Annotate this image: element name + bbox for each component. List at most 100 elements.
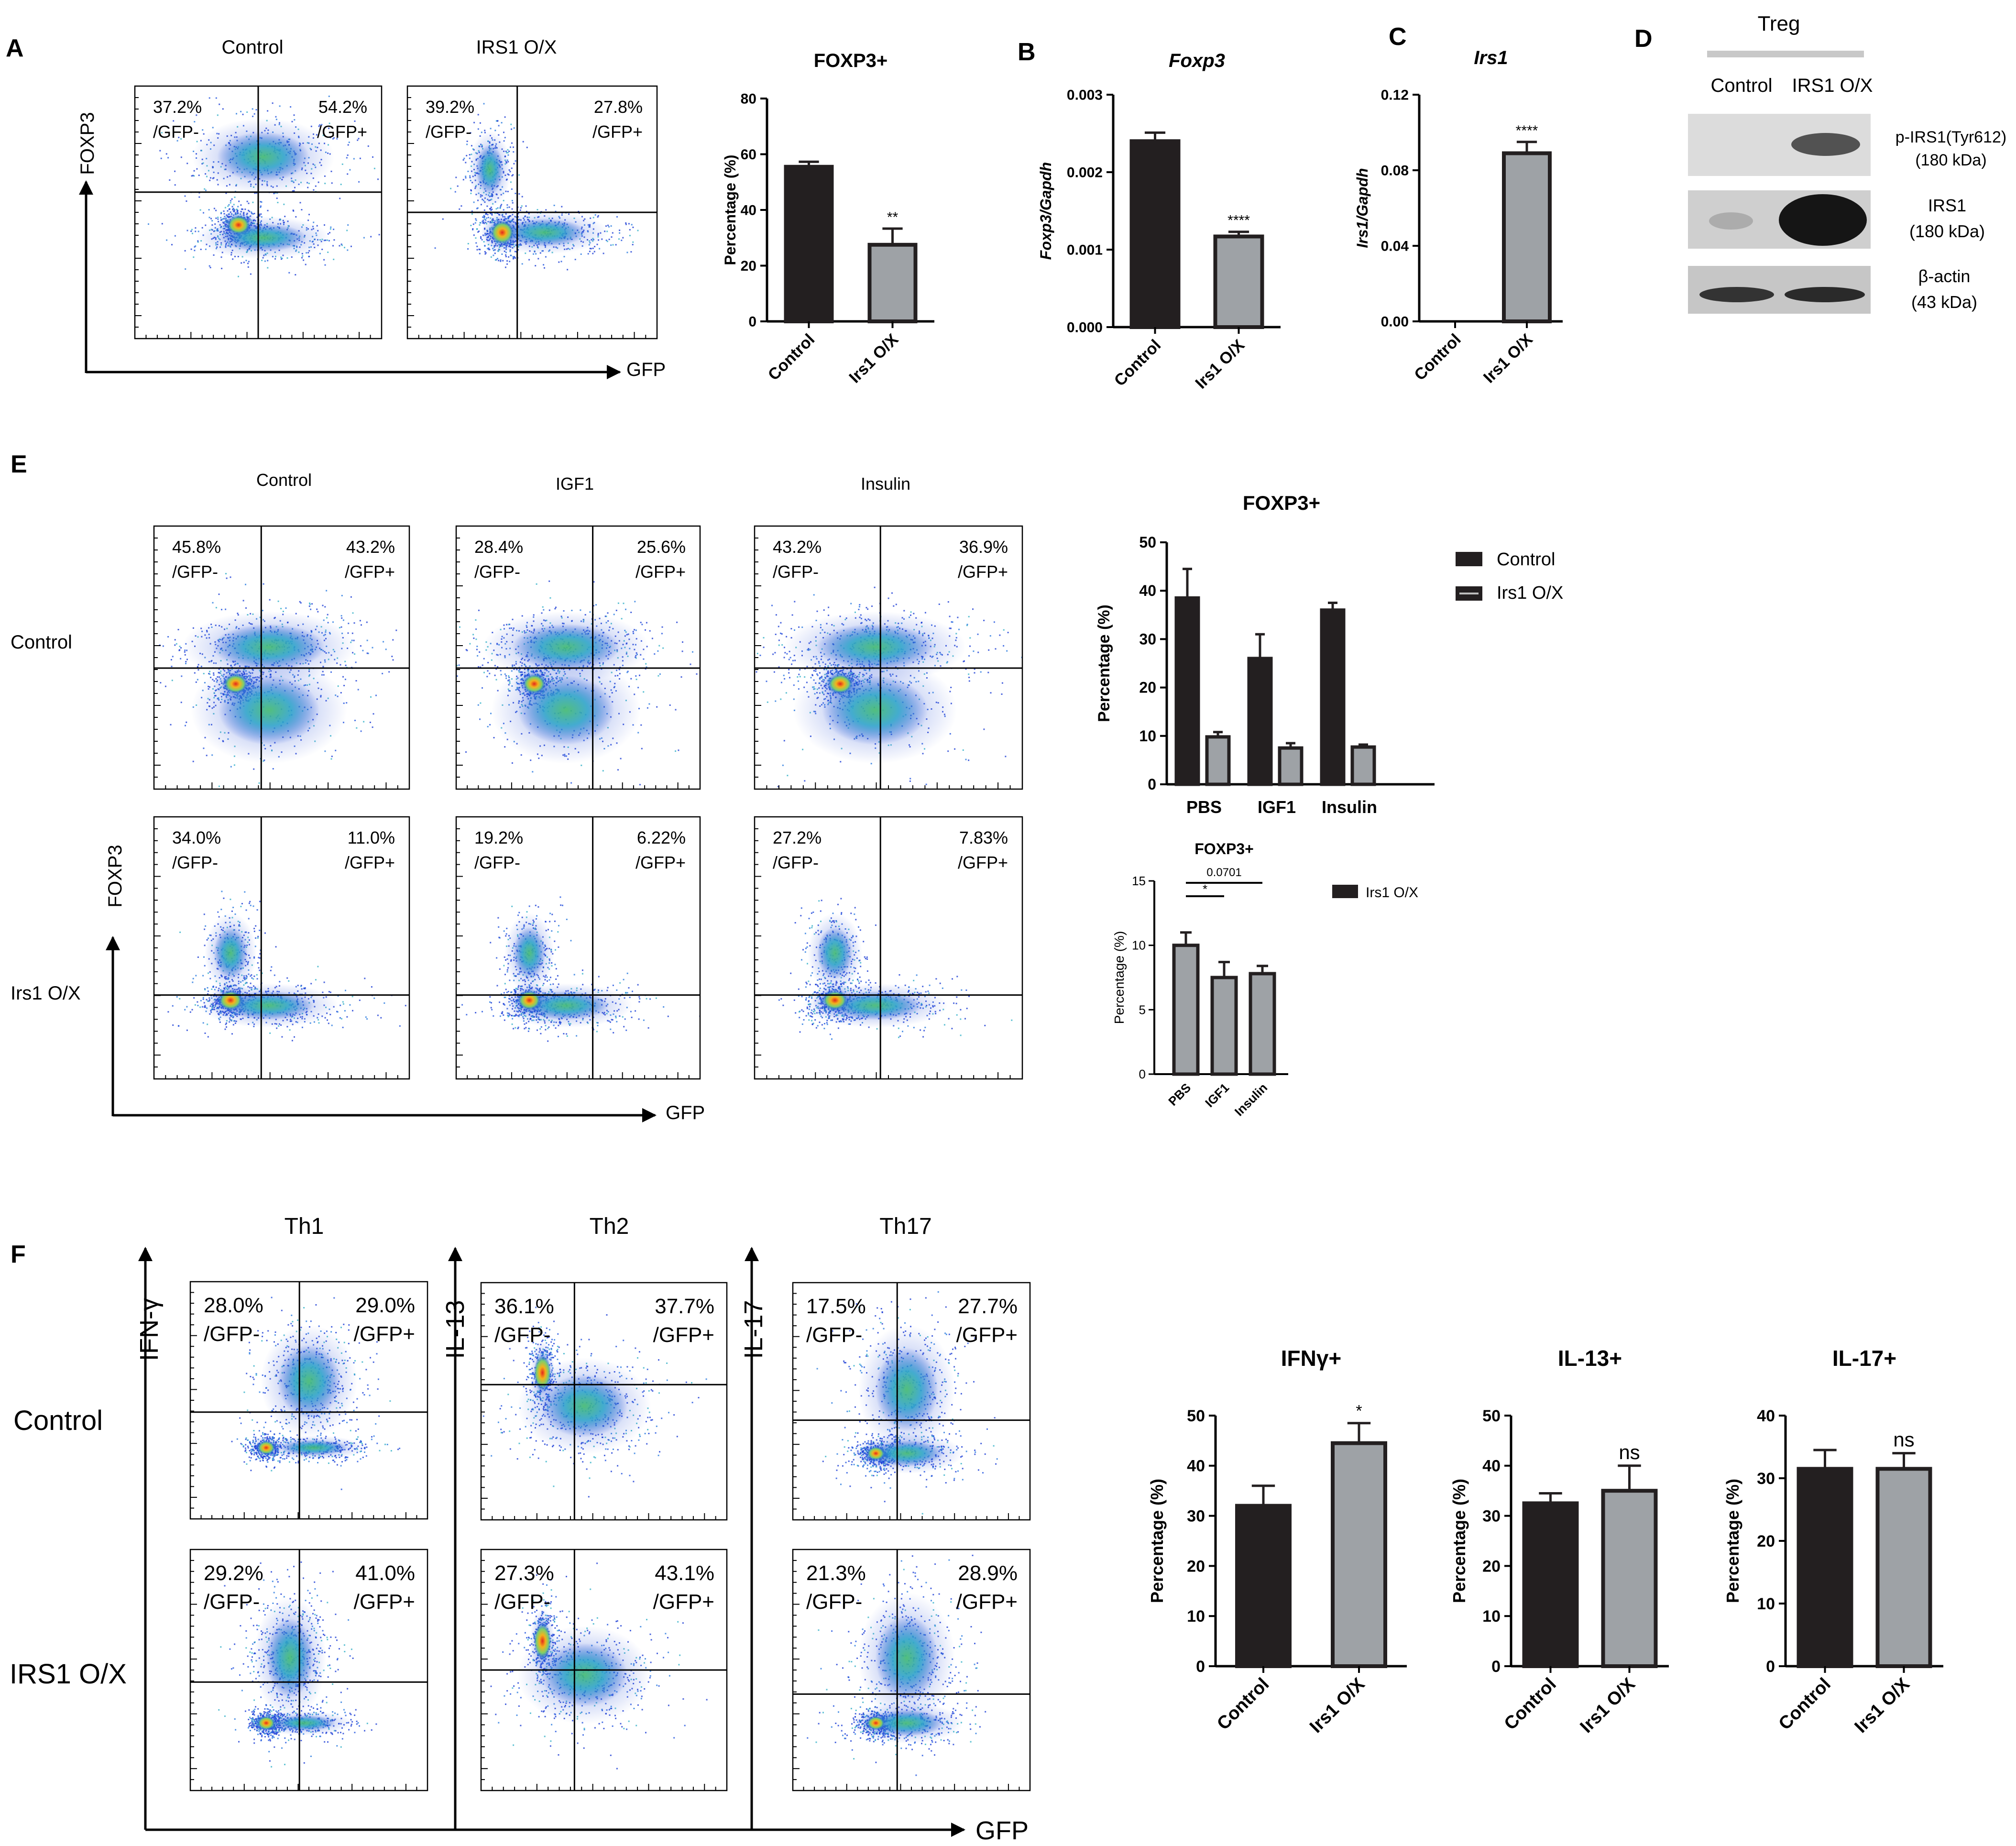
y-axis-label: Irs1/Gapdh (1354, 168, 1371, 248)
bar (1213, 234, 1264, 329)
y-tick-label: 0 (1491, 1658, 1501, 1676)
flow-plot-e-6: 27.2% /GFP- 7.83% /GFP+ (754, 816, 1023, 1080)
quadrant-q1-pct: 17.5% (806, 1295, 866, 1318)
quadrant-q1-label: /GFP- (494, 1323, 550, 1347)
chart-title: IL-13+ (1558, 1346, 1622, 1371)
axis-label-il17: IL-17 (739, 1300, 768, 1359)
quadrant-q1-pct: 29.2% (204, 1561, 263, 1585)
axis-label-gfp-a: GFP (626, 359, 666, 380)
chart-title: FOXP3+ (814, 50, 888, 71)
bar (1278, 746, 1304, 786)
x-tick-label: Insulin (1322, 797, 1377, 817)
flow-plot-e-3: 43.2% /GFP- 36.9% /GFP+ (754, 525, 1023, 790)
quadrant-q1-label: /GFP- (773, 853, 819, 872)
quadrant-q1-pct: 39.2% (426, 97, 474, 117)
y-tick-label: 20 (1187, 1557, 1205, 1575)
x-tick-label: Control (1111, 336, 1164, 390)
x-tick-label: PBS (1165, 1080, 1194, 1109)
y-tick-label: 50 (1139, 534, 1156, 551)
y-tick-label: 0 (1766, 1658, 1775, 1676)
y-axis-label: Percentage (%) (722, 154, 739, 265)
y-tick-label: 40 (741, 203, 756, 219)
quadrant-q2-label: /GFP+ (317, 122, 367, 142)
chart-title: Foxp3 (1169, 50, 1225, 71)
quadrant-q2-label: /GFP+ (592, 122, 643, 142)
quadrant-q1-label: /GFP- (474, 562, 520, 582)
bar (1172, 944, 1200, 1076)
x-tick-label: Control (1501, 1674, 1560, 1734)
x-tick-label: Control (1213, 1674, 1273, 1734)
flow-plot-f-1: 28.0% /GFP- 29.0% /GFP+ (189, 1281, 428, 1520)
flow-plot-a-irs1: 39.2% /GFP- 27.8% /GFP+ (406, 85, 658, 340)
panel-a-flow: Control IRS1 O/X 37.2% /GFP- 54.2% /GFP+ 39… (77, 37, 666, 380)
flow-plot-e-2: 28.4% /GFP- 25.6% /GFP+ (455, 525, 701, 790)
y-axis-label: Percentage (%) (1112, 931, 1127, 1024)
significance-mark: ** (887, 209, 898, 225)
y-tick-label: 60 (741, 147, 756, 163)
quadrant-q2-label: /GFP+ (354, 1322, 415, 1346)
flow-f-col-th2: Th2 (590, 1214, 629, 1239)
y-axis-label: Percentage (%) (1449, 1479, 1469, 1603)
x-tick-label: Control (1775, 1674, 1835, 1734)
y-tick-label: 10 (1132, 938, 1146, 953)
sig-label-0701: 0.0701 (1206, 866, 1241, 879)
axis-label-gfp-f: GFP (975, 1816, 1029, 1845)
bar (1210, 976, 1238, 1076)
x-tick-label: Irs1 O/X (1577, 1674, 1640, 1737)
y-tick-label: 0 (1139, 1067, 1146, 1081)
quadrant-q2-pct: 37.7% (655, 1295, 714, 1318)
x-tick-label: Irs1 O/X (1192, 336, 1248, 393)
quadrant-q2-label: /GFP+ (345, 562, 395, 582)
legend-label-irs1: Irs1 O/X (1497, 583, 1563, 603)
y-tick-label: 0.00 (1381, 314, 1409, 330)
panel-label-e: E (11, 451, 27, 478)
chart-f3: IL-17+ 0 10 20 30 40 Percentage (%) Control ns Ir… (1723, 1346, 1943, 1737)
bar (1129, 139, 1181, 329)
y-tick-label: 10 (1187, 1607, 1205, 1626)
quadrant-q2-label: /GFP+ (635, 853, 686, 872)
chart-e1: FOXP3+ 0 10 20 30 40 50 Percentage (%) PBS IGF1 In… (1095, 492, 1563, 817)
quadrant-q2-label: /GFP+ (956, 1590, 1018, 1614)
blot-size-actin: (43 kDa) (1911, 292, 1977, 312)
flow-e-row-control: Control (11, 632, 72, 653)
quadrant-q1-label: /GFP- (426, 122, 471, 142)
flow-plot-e-1: 45.8% /GFP- 43.2% /GFP+ (153, 525, 410, 790)
y-tick-label: 0 (1196, 1658, 1205, 1676)
y-tick-label: 0.04 (1381, 239, 1409, 254)
bar (1875, 1467, 1932, 1669)
flow-plot-f-2: 36.1% /GFP- 37.7% /GFP+ (480, 1282, 728, 1521)
flow-e-col-control: Control (256, 470, 312, 490)
quadrant-q1-label: /GFP- (773, 562, 819, 582)
legend-swatch-irs1 (1332, 885, 1358, 898)
chart-title: FOXP3+ (1194, 840, 1254, 857)
blot-band-irs1-ctrl (1709, 212, 1753, 230)
quadrant-q2-pct: 27.7% (958, 1295, 1018, 1318)
quadrant-q1-label: /GFP- (172, 562, 218, 582)
quadrant-q2-pct: 25.6% (637, 537, 686, 557)
quadrant-q1-label: /GFP- (474, 853, 520, 872)
flow-plot-f-5: 27.3% /GFP- 43.1% /GFP+ (480, 1549, 728, 1791)
bar (1205, 735, 1231, 786)
y-tick-label: 30 (1187, 1507, 1205, 1526)
y-axis-label: Foxp3/Gapdh (1037, 162, 1054, 260)
quadrant-q2-pct: 41.0% (355, 1561, 415, 1585)
quadrant-q2-label: /GFP+ (653, 1590, 714, 1614)
blot-label-pirs1: p-IRS1(Tyr612) (1895, 128, 2006, 146)
flow-plot-f-6: 21.3% /GFP- 28.9% /GFP+ (792, 1549, 1031, 1791)
quadrant-q1-pct: 28.0% (204, 1294, 263, 1317)
flow-a-title-control: Control (222, 37, 284, 58)
panel-label-c: C (1389, 23, 1407, 51)
quadrant-q1-label: /GFP- (153, 122, 199, 142)
y-tick-label: 10 (1139, 727, 1156, 745)
y-tick-label: 20 (741, 258, 756, 274)
legend-label-control: Control (1497, 549, 1556, 570)
blot-label-irs1: IRS1 (1928, 196, 1966, 215)
y-tick-label: 20 (1757, 1532, 1775, 1550)
flow-a-title-irs1: IRS1 O/X (476, 37, 557, 58)
flow-f-row-irs1: IRS1 O/X (10, 1659, 127, 1690)
axis-label-gfp-e: GFP (666, 1102, 705, 1123)
quadrant-q2-label: /GFP+ (956, 1323, 1018, 1347)
y-tick-label: 0.002 (1067, 165, 1103, 181)
blot-band-irs1-ox (1779, 194, 1867, 246)
